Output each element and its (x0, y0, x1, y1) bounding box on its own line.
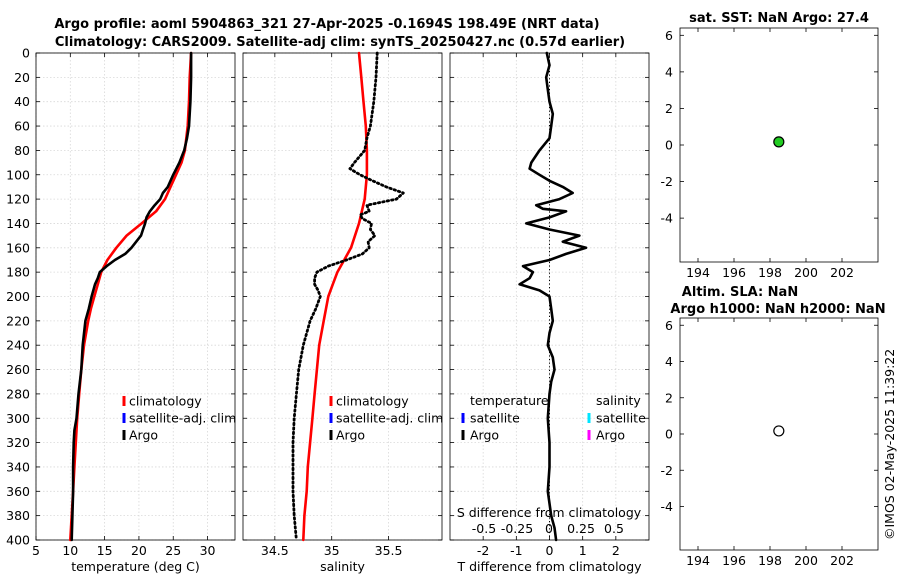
y-tick-label: 180 (6, 265, 30, 280)
y-tick-label: 20 (14, 70, 30, 85)
panel-title: sat. SST: NaN Argo: 27.4 (689, 11, 869, 26)
y-tick-label: 220 (6, 313, 30, 328)
x-tick-label: 196 (722, 553, 746, 568)
top-axis-label: S difference from climatology (457, 505, 642, 520)
y-tick-label: -4 (661, 499, 674, 514)
data-point (773, 425, 785, 437)
top-tick-label: 0.5 (604, 521, 624, 536)
y-tick-label: 300 (6, 411, 30, 426)
y-tick-label: 140 (6, 216, 30, 231)
series-line-argo (291, 51, 405, 542)
y-tick-label: 6 (665, 318, 673, 333)
x-tick-label: 10 (62, 543, 78, 558)
y-tick-label: 40 (14, 94, 30, 109)
y-tick-label: 100 (6, 167, 30, 182)
legend-label: climatology (336, 394, 409, 409)
y-tick-label: 0 (22, 46, 30, 61)
x-tick-label: -2 (477, 543, 489, 558)
y-tick-label: 160 (6, 240, 30, 255)
imos-timestamp: ©IMOS 02-May-2025 11:39:22 (882, 349, 897, 540)
x-tick-label: 200 (794, 553, 818, 568)
y-tick-label: 80 (14, 143, 30, 158)
x-axis-label: salinity (320, 559, 365, 574)
x-tick-label: 0 (546, 543, 554, 558)
legend-label: satellite-adj. clim (129, 411, 236, 426)
y-tick-label: -4 (661, 211, 674, 226)
top-tick-label: -0.5 (472, 521, 496, 536)
series-line-climatology (69, 51, 193, 542)
legend-label: Argo (129, 428, 158, 443)
x-tick-label: 200 (794, 265, 818, 280)
y-tick-label: 400 (6, 533, 30, 548)
y-tick-label: 60 (14, 119, 30, 134)
y-tick-label: 360 (6, 484, 30, 499)
y-tick-label: 260 (6, 362, 30, 377)
y-tick-label: 6 (665, 28, 673, 43)
x-tick-label: 35.5 (375, 543, 403, 558)
legend-label: satellite-adj. clim (336, 411, 443, 426)
y-tick-label: 320 (6, 435, 30, 450)
panel-title: Argo h1000: NaN h2000: NaN (670, 302, 885, 317)
y-tick-label: 200 (6, 289, 30, 304)
series-line-argo (70, 51, 193, 542)
x-tick-label: 202 (830, 265, 854, 280)
x-tick-label: 2 (612, 543, 620, 558)
legend-label: Argo (596, 428, 625, 443)
panel-title: Altim. SLA: NaN (682, 285, 798, 300)
legend-label: Argo (336, 428, 365, 443)
x-tick-label: 202 (830, 553, 854, 568)
y-tick-label: 4 (665, 354, 673, 369)
series-line-argo-t-minus-climatology (518, 51, 588, 542)
figure-title-line1: Argo profile: aoml 5904863_321 27-Apr-20… (54, 17, 599, 32)
y-tick-label: -2 (661, 463, 673, 478)
x-tick-label: 34.5 (261, 543, 289, 558)
legend-title: temperature (470, 393, 549, 408)
top-tick-label: 0 (545, 521, 553, 536)
legend-label: satellite (470, 411, 520, 426)
legend-label: climatology (129, 394, 202, 409)
y-tick-label: -2 (661, 174, 673, 189)
y-tick-label: 380 (6, 508, 30, 523)
x-tick-label: -1 (510, 543, 522, 558)
figure-title-line2: Climatology: CARS2009. Satellite-adj cli… (55, 35, 625, 50)
legend-title: salinity (596, 393, 641, 408)
sla-panel: 194 196 198 200 202 -4 -2 0 2 4 6 Altim. SLA: NaN Ar… (661, 285, 886, 568)
y-tick-label: 0 (665, 138, 673, 153)
difference-panel: -2 -1 0 1 2T difference from climatology temp… (449, 51, 650, 574)
y-tick-label: 280 (6, 386, 30, 401)
x-tick-label: 198 (758, 553, 782, 568)
x-tick-label: 1 (579, 543, 587, 558)
data-point (773, 136, 785, 148)
top-tick-label: -0.25 (501, 521, 533, 536)
x-tick-label: 5 (32, 543, 40, 558)
y-tick-label: 0 (665, 427, 673, 442)
sst-panel: 194 196 198 200 202 -4 -2 0 2 4 6 sat. SST: NaN Arg… (661, 11, 879, 280)
x-tick-label: 25 (165, 543, 181, 558)
x-tick-label: 20 (131, 543, 147, 558)
x-tick-label: 196 (722, 265, 746, 280)
y-tick-label: 2 (665, 101, 673, 116)
legend-label: Argo (470, 428, 499, 443)
x-tick-label: 198 (758, 265, 782, 280)
top-tick-label: 0.25 (567, 521, 595, 536)
y-tick-label: 2 (665, 390, 673, 405)
x-tick-label: 35 (324, 543, 340, 558)
y-tick-label: 340 (6, 459, 30, 474)
x-axis-label: temperature (deg C) (71, 559, 200, 574)
x-tick-label: 194 (686, 553, 710, 568)
x-axis-label: T difference from climatology (456, 559, 642, 574)
y-tick-label: 240 (6, 338, 30, 353)
salinity-panel: 34.5 35 35.5 salinity climatology satellite-a… (242, 51, 443, 574)
x-tick-label: 194 (686, 265, 710, 280)
x-tick-label: 15 (97, 543, 113, 558)
x-tick-label: 30 (200, 543, 216, 558)
legend-label: satellite (596, 411, 646, 426)
y-tick-label: 120 (6, 192, 30, 207)
y-tick-label: 4 (665, 64, 673, 79)
